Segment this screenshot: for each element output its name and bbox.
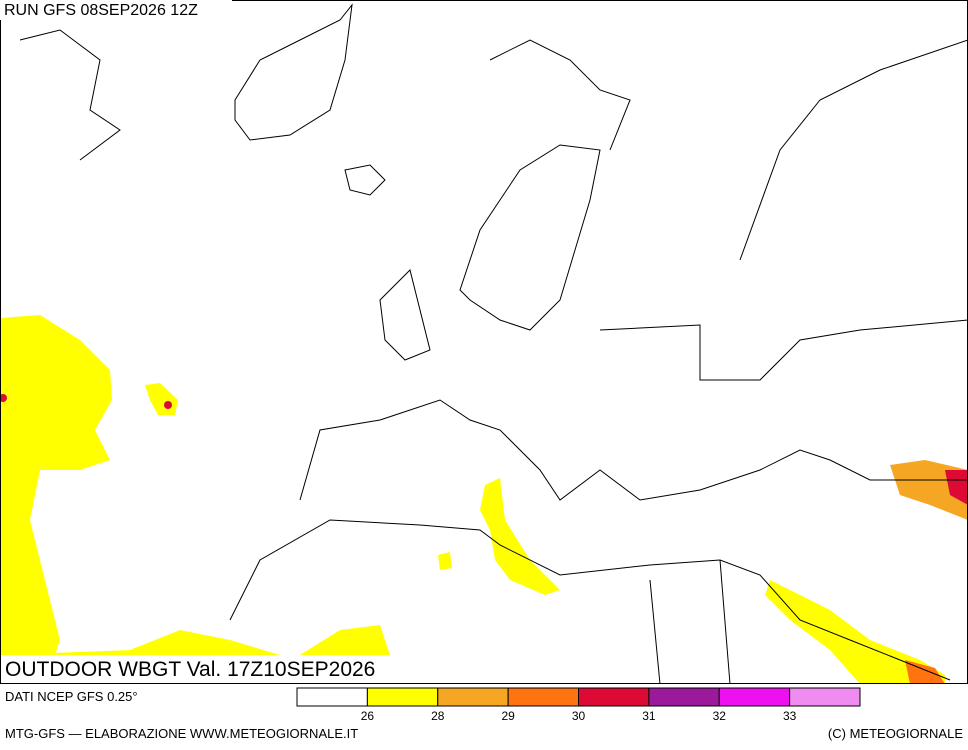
heat-area: [945, 470, 968, 505]
copyright-label: (C) METEOGIORNALE: [828, 726, 963, 741]
colorbar-box: [507, 687, 579, 707]
coastline: [19, 29, 121, 161]
heat-area: [0, 630, 280, 655]
heat-area: [0, 315, 112, 655]
colorbar-label: 32: [713, 709, 727, 723]
heat-area: [480, 478, 560, 595]
colorbar-box: [366, 687, 439, 707]
border: [599, 319, 968, 381]
title-box: [1, 655, 389, 683]
coastline: [489, 39, 631, 151]
border: [649, 559, 731, 685]
coastline: [299, 399, 968, 501]
run-label: RUN GFS 08SEP2026 12Z: [4, 2, 198, 19]
source-label: DATI NCEP GFS 0.25°: [5, 689, 138, 704]
heat-area: [438, 552, 452, 570]
colorbar-label: 29: [501, 709, 515, 723]
coastline: [234, 3, 353, 141]
coastline: [344, 164, 386, 196]
heat-spot: [0, 394, 7, 402]
header-box: [0, 0, 232, 20]
map: [0, 3, 968, 685]
colorbar-label: 26: [361, 709, 375, 723]
heat-spot: [164, 401, 172, 409]
colorbar-label: 30: [572, 709, 586, 723]
colorbar-box: [578, 687, 650, 707]
map-title: OUTDOOR WBGT Val. 17Z10SEP2026: [5, 658, 375, 681]
colorbar-label: 28: [431, 709, 445, 723]
border: [739, 39, 968, 261]
colorbar: 26 28 29 30 31 32 33: [296, 687, 861, 723]
colorbar-box: [648, 687, 720, 707]
colorbar-box: [718, 687, 791, 707]
coastline: [229, 519, 951, 681]
colorbar-label: 33: [783, 709, 797, 723]
colorbar-label: 31: [642, 709, 656, 723]
heat-area: [300, 625, 390, 655]
coastline: [459, 144, 601, 331]
heat-area: [765, 580, 945, 684]
colorbar-box: [789, 687, 861, 707]
credit-label: MTG-GFS — ELABORAZIONE WWW.METEOGIORNALE…: [5, 726, 358, 741]
coastline: [379, 269, 431, 361]
colorbar-box: [437, 687, 509, 707]
colorbar-box: [296, 687, 368, 707]
